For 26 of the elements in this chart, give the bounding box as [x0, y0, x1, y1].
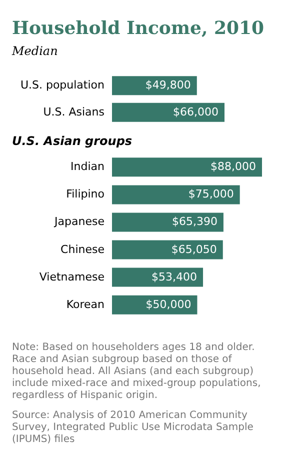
y-tick-label: U.S. population [20, 78, 105, 92]
y-tick-label: Korean [66, 298, 105, 311]
text: Note: Based on householders ages 18 and older. Race and Asian subgroup based on those of household head. All Asians (and each subgroup) include mixed-race and mixed-group populations, regardless of Hispanic origin. [12, 342, 261, 401]
data-label: $65,050 [171, 242, 217, 256]
bar [112, 212, 224, 232]
data-label: $65,390 [172, 215, 218, 228]
y-tick-label: Chinese [60, 242, 105, 256]
data-label: $88,000 [210, 160, 256, 174]
source-note: Source: Analysis of 2010 American Community Survey, Integrated Public Use Microdata Sample (IPUMS) files [12, 410, 254, 445]
y-tick-label: Vietnamese [39, 270, 105, 284]
bar [112, 240, 223, 260]
data-label: $50,000 [146, 298, 192, 311]
chart-subtitle: Median [11, 44, 58, 58]
data-label: $66,000 [173, 105, 218, 118]
bar [112, 158, 262, 177]
data-label: $49,800 [145, 78, 191, 92]
y-tick-label: U.S. Asians [43, 105, 105, 118]
data-label: $53,400 [152, 270, 198, 284]
chart-title: Household Income, 2010 [12, 18, 264, 39]
data-label: $75,000 [188, 188, 234, 201]
bar [112, 268, 204, 287]
bar [112, 185, 240, 204]
y-tick-label: Japanese [54, 215, 105, 228]
chart-title: U.S. Asian groups [12, 134, 132, 148]
y-tick-label: Indian [70, 160, 105, 174]
y-tick-label: Filipino [66, 188, 105, 201]
